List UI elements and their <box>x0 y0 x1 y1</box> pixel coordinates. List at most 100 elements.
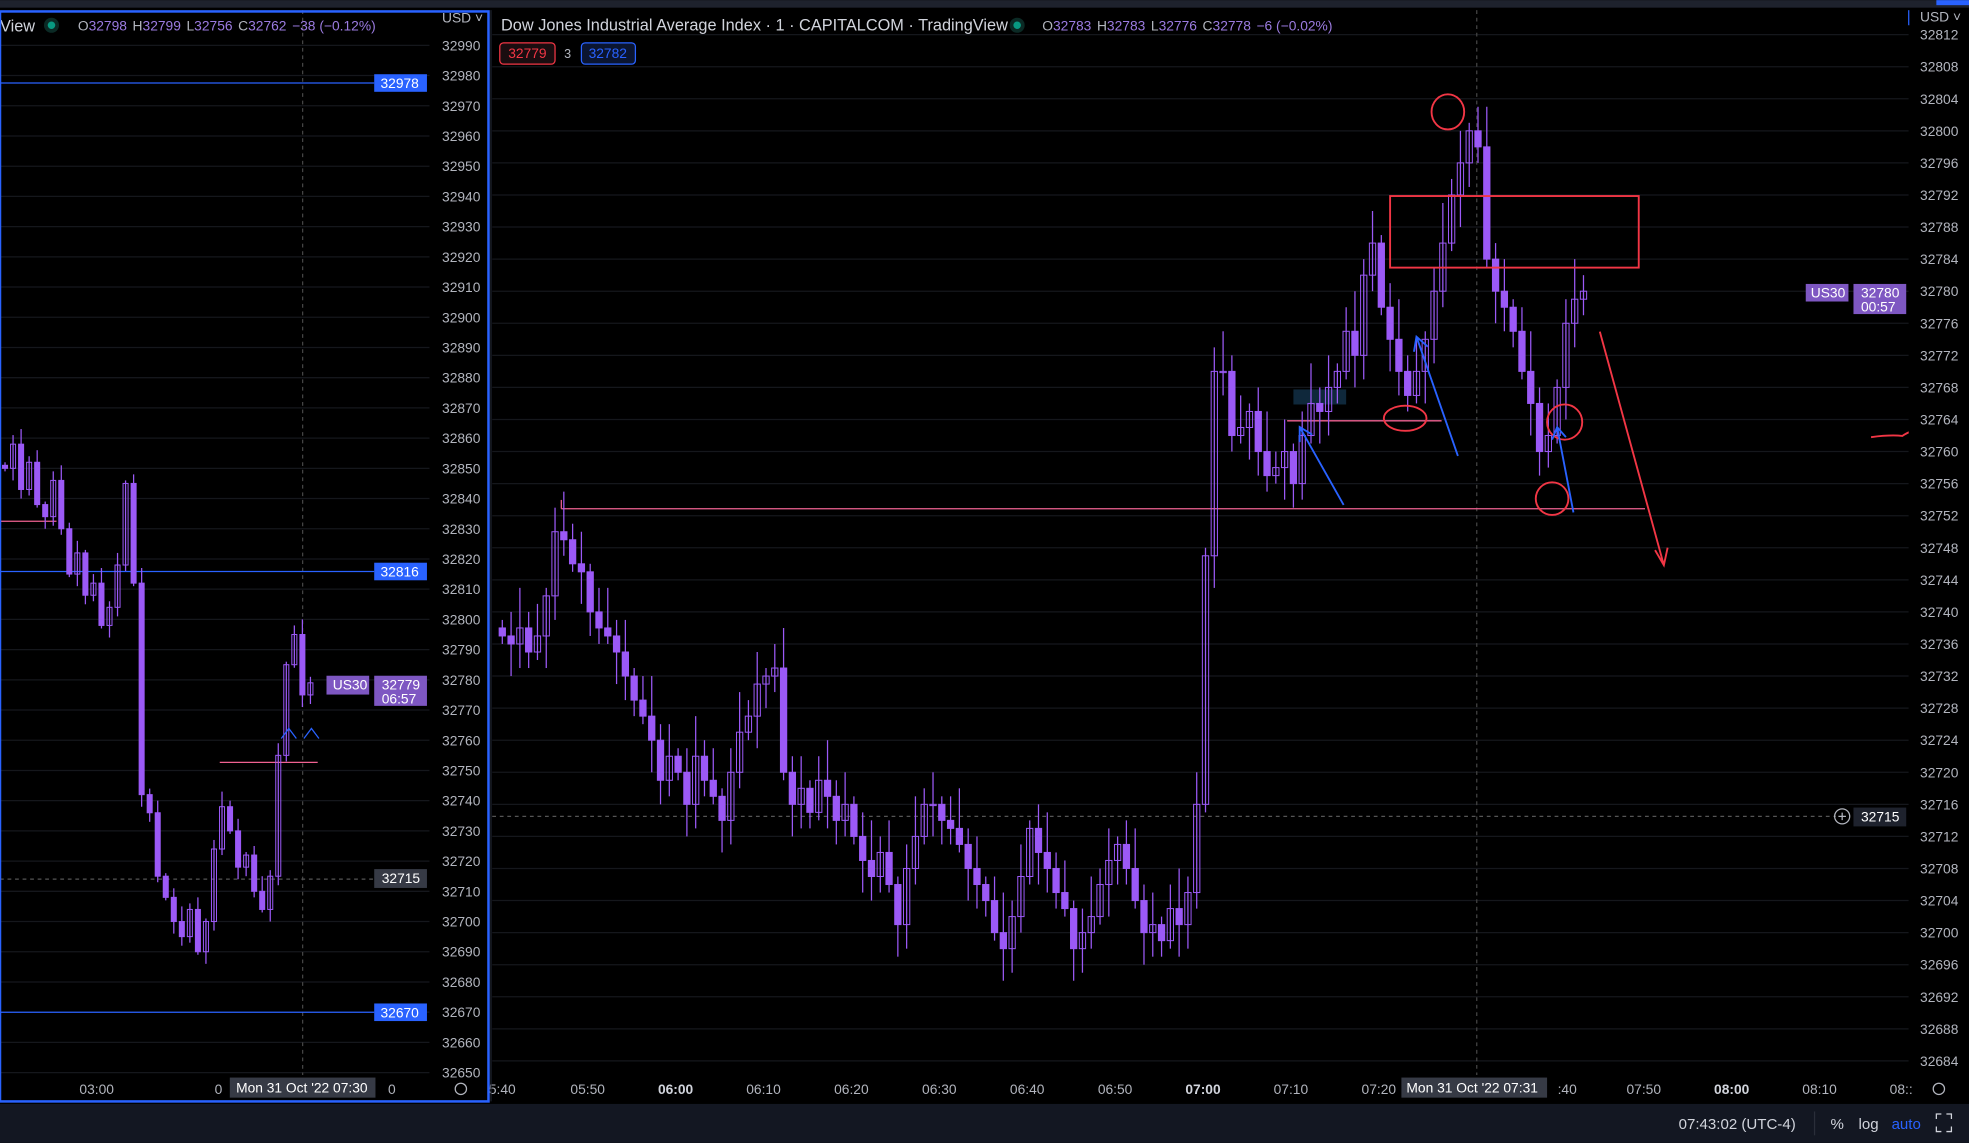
candle <box>727 748 735 845</box>
main-chart-pane[interactable]: 32812 32808 32804 32800 32796 32792 32788 32784… <box>489 8 1969 1098</box>
candle <box>823 740 832 829</box>
candle <box>154 800 161 883</box>
level-price-label: 32670 <box>380 1004 419 1020</box>
candle <box>859 812 867 893</box>
percent-scale-toggle[interactable]: % <box>1830 1116 1843 1133</box>
crosshair-price-label: 32715 <box>382 870 421 886</box>
candle <box>58 465 65 535</box>
sell-button[interactable]: 32779 <box>499 42 556 65</box>
candle <box>876 836 884 893</box>
left-chart-pane[interactable]: 32990 32980 32970 32960 32950 32940 32930 32920… <box>0 10 490 1103</box>
candle <box>744 700 753 741</box>
price-tick: 32960 <box>442 128 481 144</box>
price-tick: 32684 <box>1920 1053 1959 1069</box>
candle <box>1465 122 1473 187</box>
candle <box>42 501 49 529</box>
price-tick: 32688 <box>1920 1021 1959 1037</box>
settings-gear-icon[interactable] <box>1932 1082 1946 1096</box>
candle <box>700 740 709 797</box>
log-scale-toggle[interactable]: log <box>1858 1116 1878 1133</box>
candle <box>1263 411 1271 492</box>
candle <box>735 692 744 789</box>
candle <box>1324 355 1333 436</box>
candle <box>1245 403 1254 460</box>
blue-arrow-marks[interactable] <box>280 727 320 739</box>
candle <box>577 531 586 604</box>
candle <box>1571 259 1579 348</box>
annotations[interactable] <box>1382 93 1926 568</box>
time-label: 06:00 <box>658 1081 694 1097</box>
candle <box>162 873 169 901</box>
candle <box>194 897 201 955</box>
price-tick: 32910 <box>442 279 481 295</box>
candle <box>806 780 814 829</box>
price-tick: 32788 <box>1920 219 1959 235</box>
candle <box>1210 347 1218 588</box>
level-price-label: 32978 <box>380 75 419 91</box>
currency-selector[interactable]: USD ˅ <box>442 10 483 26</box>
candle <box>894 876 902 957</box>
blue-arrows[interactable] <box>1298 334 1575 513</box>
candle <box>1579 275 1588 316</box>
clock-timezone[interactable]: 07:43:02 (UTC-4) <box>1679 1116 1796 1133</box>
candle <box>1360 259 1368 380</box>
candle <box>1166 884 1174 949</box>
candle <box>1017 844 1025 933</box>
candle <box>122 480 129 572</box>
crosshair-time-label: Mon 31 Oct '22 07:31 <box>1406 1080 1538 1096</box>
auto-scale-toggle[interactable]: auto <box>1892 1116 1921 1133</box>
candle <box>1333 363 1342 404</box>
candle <box>850 796 858 845</box>
candle <box>307 676 314 704</box>
price-tick: 32920 <box>442 249 481 265</box>
candle <box>1034 804 1043 885</box>
add-alert-plus-icon[interactable] <box>1834 808 1851 825</box>
price-tick: 32708 <box>1920 861 1959 877</box>
candle <box>219 791 226 856</box>
price-tick: 32736 <box>1920 636 1959 652</box>
countdown-label: 06:57 <box>382 690 417 706</box>
settings-gear-icon[interactable] <box>454 1082 468 1096</box>
candle <box>674 748 682 781</box>
candle <box>66 522 73 578</box>
candle <box>639 676 647 725</box>
candle <box>718 788 726 853</box>
price-tick: 32700 <box>442 914 481 930</box>
candle <box>929 772 937 837</box>
red-circle <box>1382 404 1428 432</box>
time-label: 0 <box>215 1081 223 1097</box>
candle <box>1500 259 1509 332</box>
candle <box>665 724 673 797</box>
candle <box>130 474 137 587</box>
candle <box>973 836 981 909</box>
time-label: 06:10 <box>746 1081 781 1097</box>
candle <box>299 619 306 708</box>
candle <box>1140 884 1148 965</box>
time-label: :40 <box>1558 1081 1578 1097</box>
candle <box>753 651 761 749</box>
candle <box>1518 307 1526 380</box>
time-label: 07:00 <box>1185 1081 1221 1097</box>
candle <box>186 903 193 943</box>
candle <box>920 788 928 845</box>
candle <box>1078 908 1087 973</box>
price-tick: 32980 <box>442 68 481 84</box>
price-tick: 32710 <box>442 883 481 899</box>
price-tick: 32730 <box>442 823 481 839</box>
candle <box>1447 178 1456 252</box>
red-circle <box>1534 481 1570 516</box>
currency-selector[interactable]: USD ˅ <box>1920 8 1961 24</box>
buy-button[interactable]: 32782 <box>580 42 637 65</box>
candle <box>1228 355 1236 452</box>
candle <box>1087 876 1095 949</box>
time-label: 06:40 <box>1010 1081 1045 1097</box>
fullscreen-icon[interactable] <box>1935 1113 1953 1133</box>
price-tick: 32720 <box>1920 764 1959 780</box>
candle <box>291 625 298 668</box>
candle <box>146 788 153 822</box>
price-tick: 32768 <box>1920 379 1959 395</box>
candle <box>259 876 266 913</box>
candle <box>1491 243 1500 324</box>
candle <box>1184 876 1192 949</box>
candle <box>1131 828 1139 909</box>
